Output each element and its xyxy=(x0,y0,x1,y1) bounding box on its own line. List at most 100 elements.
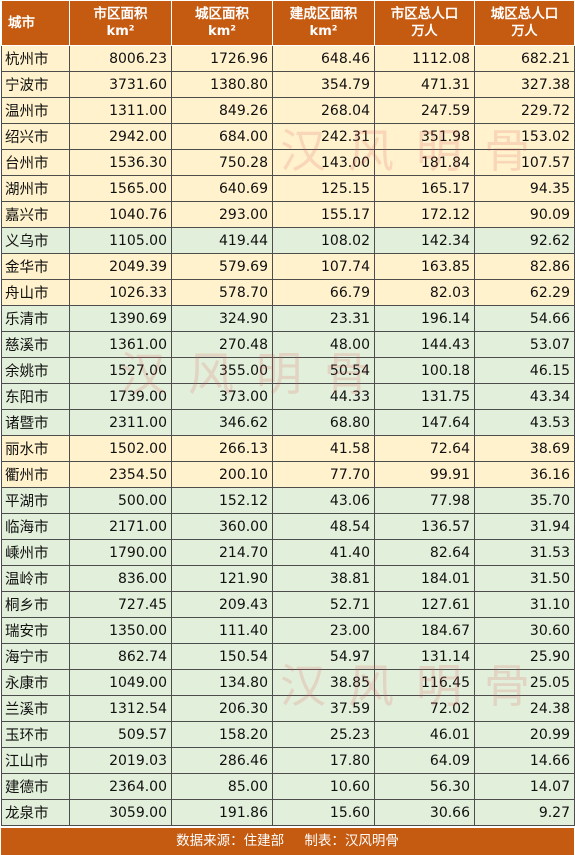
urban-district-population-cell: 56.30 xyxy=(374,773,475,800)
city-proper-area-cell: 1380.80 xyxy=(171,71,273,98)
urban-district-area-cell: 1739.00 xyxy=(69,383,172,410)
city-proper-population-cell: 229.72 xyxy=(474,97,575,124)
city-proper-area-cell: 150.54 xyxy=(171,643,273,670)
city-name-cell: 台州市 xyxy=(1,149,70,176)
city-proper-population-cell: 30.60 xyxy=(474,617,575,644)
built-up-area-cell: 107.74 xyxy=(272,253,375,280)
urban-district-population-cell: 72.64 xyxy=(374,435,475,462)
city-proper-population-cell: 14.66 xyxy=(474,747,575,774)
city-proper-population-cell: 38.69 xyxy=(474,435,575,462)
built-up-area-cell: 48.00 xyxy=(272,331,375,358)
urban-district-population-cell: 72.02 xyxy=(374,695,475,722)
table-row: 桐乡市 727.45 209.43 52.71 127.61 31.10 xyxy=(1,591,575,618)
city-proper-area-cell: 209.43 xyxy=(171,591,273,618)
city-proper-population-cell: 31.53 xyxy=(474,539,575,566)
city-proper-area-cell: 266.13 xyxy=(171,435,273,462)
urban-district-area-cell: 862.74 xyxy=(69,643,172,670)
city-proper-population-cell: 46.15 xyxy=(474,357,575,384)
table-row: 慈溪市 1361.00 270.48 48.00 144.43 53.07 xyxy=(1,331,575,358)
city-proper-population-cell: 53.07 xyxy=(474,331,575,358)
built-up-area-cell: 143.00 xyxy=(272,149,375,176)
urban-district-population-cell: 77.98 xyxy=(374,487,475,514)
urban-district-population-cell: 351.98 xyxy=(374,123,475,150)
table-row: 丽水市 1502.00 266.13 41.58 72.64 38.69 xyxy=(1,435,575,462)
urban-district-population-cell: 100.18 xyxy=(374,357,475,384)
city-proper-area-cell: 152.12 xyxy=(171,487,273,514)
city-proper-area-cell: 373.00 xyxy=(171,383,273,410)
city-proper-population-cell: 682.21 xyxy=(474,45,575,72)
urban-district-population-cell: 127.61 xyxy=(374,591,475,618)
city-proper-population-cell: 94.35 xyxy=(474,175,575,202)
table-header-row: 城市 市区面积 km² 城区面积 km² 建成区面积 km² 市区总人口 万人 城区总人… xyxy=(1,0,575,46)
table-row: 宁波市 3731.60 1380.80 354.79 471.31 327.38 xyxy=(1,71,575,98)
city-name-cell: 慈溪市 xyxy=(1,331,70,358)
built-up-area-cell: 43.06 xyxy=(272,487,375,514)
city-proper-population-cell: 107.57 xyxy=(474,149,575,176)
urban-district-population-cell: 136.57 xyxy=(374,513,475,540)
table-row: 温州市 1311.00 849.26 268.04 247.59 229.72 xyxy=(1,97,575,124)
table-row: 海宁市 862.74 150.54 54.97 131.14 25.90 xyxy=(1,643,575,670)
city-proper-area-cell: 158.20 xyxy=(171,721,273,748)
urban-district-area-cell: 1049.00 xyxy=(69,669,172,696)
table-row: 平湖市 500.00 152.12 43.06 77.98 35.70 xyxy=(1,487,575,514)
urban-district-population-cell: 144.43 xyxy=(374,331,475,358)
table-row: 临海市 2171.00 360.00 48.54 136.57 31.94 xyxy=(1,513,575,540)
city-proper-area-cell: 684.00 xyxy=(171,123,273,150)
table-row: 舟山市 1026.33 578.70 66.79 82.03 62.29 xyxy=(1,279,575,306)
city-proper-area-cell: 121.90 xyxy=(171,565,273,592)
city-proper-area-cell: 85.00 xyxy=(171,773,273,800)
urban-district-area-cell: 1536.30 xyxy=(69,149,172,176)
city-name-cell: 丽水市 xyxy=(1,435,70,462)
city-proper-population-cell: 14.07 xyxy=(474,773,575,800)
urban-district-population-cell: 172.12 xyxy=(374,201,475,228)
urban-district-area-cell: 2364.00 xyxy=(69,773,172,800)
city-proper-area-cell: 419.44 xyxy=(171,227,273,254)
urban-district-area-cell: 836.00 xyxy=(69,565,172,592)
table-row: 诸暨市 2311.00 346.62 68.80 147.64 43.53 xyxy=(1,409,575,436)
table-row: 瑞安市 1350.00 111.40 23.00 184.67 30.60 xyxy=(1,617,575,644)
city-proper-population-cell: 36.16 xyxy=(474,461,575,488)
table-row: 杭州市 8006.23 1726.96 648.46 1112.08 682.21 xyxy=(1,45,575,72)
city-name-cell: 江山市 xyxy=(1,747,70,774)
urban-district-area-cell: 1502.00 xyxy=(69,435,172,462)
city-proper-area-cell: 360.00 xyxy=(171,513,273,540)
urban-district-area-cell: 500.00 xyxy=(69,487,172,514)
header-city-proper-population: 城区总人口 万人 xyxy=(474,0,575,46)
table-row: 龙泉市 3059.00 191.86 15.60 30.66 9.27 xyxy=(1,799,575,826)
table-row: 温岭市 836.00 121.90 38.81 184.01 31.50 xyxy=(1,565,575,592)
city-proper-area-cell: 640.69 xyxy=(171,175,273,202)
urban-district-area-cell: 3059.00 xyxy=(69,799,172,826)
city-proper-area-cell: 191.86 xyxy=(171,799,273,826)
city-name-cell: 永康市 xyxy=(1,669,70,696)
city-proper-population-cell: 90.09 xyxy=(474,201,575,228)
urban-district-area-cell: 1361.00 xyxy=(69,331,172,358)
city-name-cell: 乐清市 xyxy=(1,305,70,332)
table-row: 金华市 2049.39 579.69 107.74 163.85 82.86 xyxy=(1,253,575,280)
urban-district-area-cell: 509.57 xyxy=(69,721,172,748)
city-proper-population-cell: 25.05 xyxy=(474,669,575,696)
table-row: 玉环市 509.57 158.20 25.23 46.01 20.99 xyxy=(1,721,575,748)
table-row: 台州市 1536.30 750.28 143.00 181.84 107.57 xyxy=(1,149,575,176)
city-proper-area-cell: 200.10 xyxy=(171,461,273,488)
city-proper-area-cell: 134.80 xyxy=(171,669,273,696)
city-name-cell: 金华市 xyxy=(1,253,70,280)
urban-district-population-cell: 116.45 xyxy=(374,669,475,696)
city-proper-population-cell: 62.29 xyxy=(474,279,575,306)
city-name-cell: 平湖市 xyxy=(1,487,70,514)
urban-district-area-cell: 3731.60 xyxy=(69,71,172,98)
city-proper-population-cell: 31.94 xyxy=(474,513,575,540)
table-row: 江山市 2019.03 286.46 17.80 64.09 14.66 xyxy=(1,747,575,774)
built-up-area-cell: 25.23 xyxy=(272,721,375,748)
city-name-cell: 绍兴市 xyxy=(1,123,70,150)
city-proper-area-cell: 750.28 xyxy=(171,149,273,176)
urban-district-area-cell: 1350.00 xyxy=(69,617,172,644)
city-proper-area-cell: 206.30 xyxy=(171,695,273,722)
city-name-cell: 桐乡市 xyxy=(1,591,70,618)
city-proper-population-cell: 20.99 xyxy=(474,721,575,748)
built-up-area-cell: 38.81 xyxy=(272,565,375,592)
city-name-cell: 海宁市 xyxy=(1,643,70,670)
built-up-area-cell: 38.85 xyxy=(272,669,375,696)
urban-district-population-cell: 142.34 xyxy=(374,227,475,254)
urban-district-area-cell: 2171.00 xyxy=(69,513,172,540)
